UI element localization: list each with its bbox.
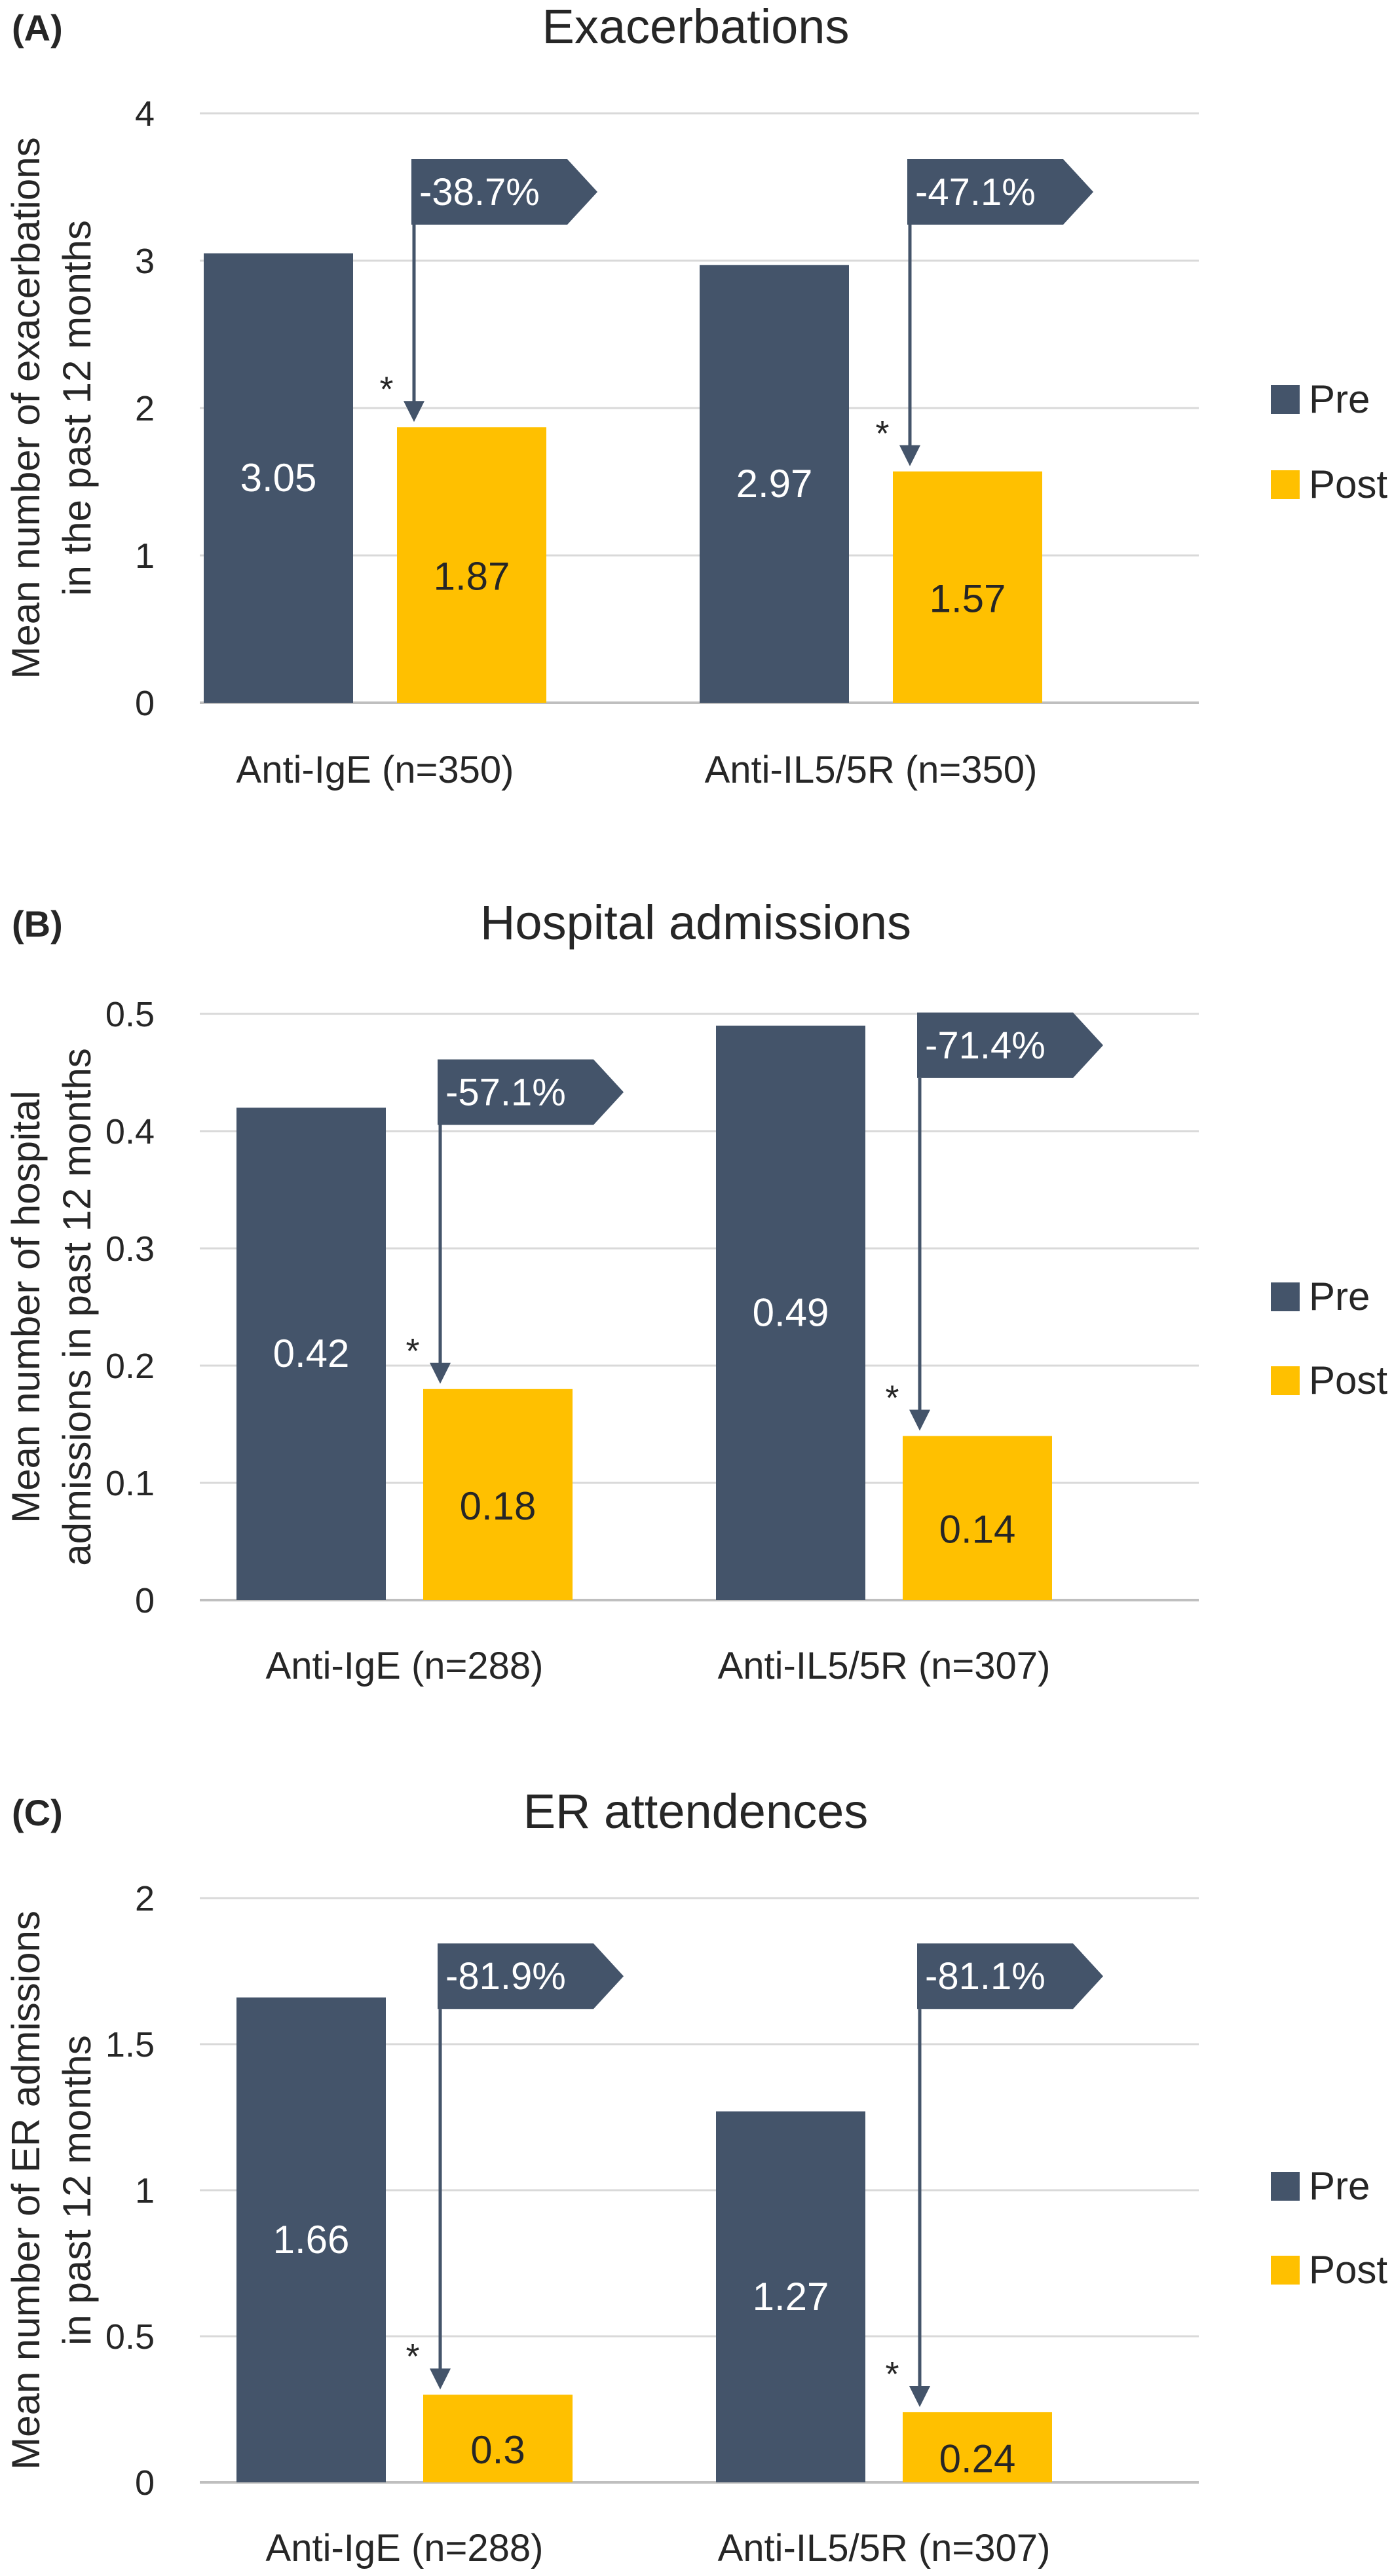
x-category-label: Anti-IL5/5R (n=307) (718, 2527, 1051, 2569)
data-label-post: 1.57 (930, 576, 1006, 620)
significance-marker: * (885, 1378, 899, 1417)
bar-post (903, 2412, 1052, 2482)
y-tick-label: 0 (135, 684, 155, 723)
change-arrow-head (430, 2368, 451, 2390)
data-label-pre: 2.97 (736, 462, 813, 506)
legend-label: Pre (1309, 2164, 1370, 2208)
y-tick-label: 0.1 (105, 1464, 155, 1503)
change-arrow-head (909, 1409, 930, 1431)
change-callout-box (917, 1012, 1103, 1078)
y-tick-label: 0.2 (105, 1347, 155, 1386)
legend-swatch (1271, 1282, 1300, 1311)
change-callout-label: -81.1% (925, 1955, 1046, 1998)
change-arrow-head (909, 2385, 930, 2407)
significance-marker: * (875, 414, 889, 453)
bar-pre (716, 1025, 865, 1600)
data-label-post: 0.18 (460, 1484, 537, 1528)
legend-swatch (1271, 470, 1300, 499)
y-tick-label: 1 (135, 2171, 155, 2211)
data-label-post: 0.3 (470, 2428, 525, 2472)
legend-swatch (1271, 385, 1300, 414)
change-callout-label: -57.1% (445, 1072, 566, 1114)
bar-post (423, 1389, 573, 1600)
panel-label: (B) (12, 903, 63, 944)
chart-panel-1: (B) Hospital admissions Mean number of hos… (4, 895, 1387, 1687)
y-axis-label: Mean number of ER admissions (4, 1911, 48, 2470)
x-category-label: Anti-IgE (n=288) (266, 2527, 544, 2569)
chart-panel-2: (C) ER attendences Mean number of ER admis… (4, 1784, 1387, 2569)
x-category-label: Anti-IL5/5R (n=350) (705, 749, 1038, 791)
legend-label: Post (1309, 2248, 1387, 2292)
y-tick-label: 3 (135, 242, 155, 281)
significance-marker: * (885, 2355, 899, 2394)
bar-pre (236, 1108, 386, 1600)
y-axis-label: in past 12 months (55, 2035, 99, 2345)
change-callout-box (907, 159, 1093, 225)
legend-swatch (1271, 2256, 1300, 2285)
bar-pre (716, 2111, 865, 2482)
y-tick-label: 0.5 (105, 2317, 155, 2357)
bar-post (423, 2395, 573, 2482)
change-callout-box (438, 1943, 624, 2009)
bar-pre (700, 265, 849, 703)
data-label-pre: 3.05 (240, 456, 317, 500)
data-label-pre: 0.49 (753, 1290, 829, 1334)
y-tick-label: 0.4 (105, 1112, 155, 1151)
data-label-post: 1.87 (434, 555, 510, 599)
bar-post (903, 1436, 1052, 1600)
y-axis-label: admissions in past 12 months (55, 1048, 99, 1565)
legend-label: Post (1309, 1358, 1387, 1402)
y-tick-label: 4 (135, 94, 155, 134)
y-tick-label: 1 (135, 536, 155, 576)
chart-panel-0: (A) Exacerbations Mean number of exacerbat… (4, 0, 1387, 791)
chart-title: ER attendences (523, 1784, 869, 1839)
y-tick-label: 0 (135, 2463, 155, 2503)
y-tick-label: 2 (135, 1879, 155, 1918)
legend-label: Pre (1309, 377, 1370, 421)
change-callout-box (438, 1059, 624, 1125)
y-axis-label: Mean number of exacerbations (4, 137, 48, 679)
change-callout-label: -47.1% (915, 171, 1036, 214)
change-callout-label: -81.9% (445, 1955, 566, 1998)
x-category-label: Anti-IgE (n=288) (266, 1645, 544, 1687)
x-category-label: Anti-IL5/5R (n=307) (718, 1645, 1051, 1687)
bar-pre (236, 1997, 386, 2482)
data-label-post: 0.14 (939, 1508, 1016, 1552)
y-tick-label: 1.5 (105, 2025, 155, 2064)
chart-title: Exacerbations (542, 0, 850, 54)
x-category-label: Anti-IgE (n=350) (236, 749, 514, 791)
significance-marker: * (379, 369, 393, 409)
legend-label: Pre (1309, 1275, 1370, 1318)
chart-title: Hospital admissions (480, 895, 911, 950)
bar-pre (204, 253, 353, 703)
legend-swatch (1271, 2172, 1300, 2201)
y-axis-label: in the past 12 months (55, 220, 99, 596)
panel-label: (A) (12, 7, 63, 48)
change-callout-box (917, 1943, 1103, 2009)
data-label-post: 0.24 (939, 2436, 1016, 2480)
bar-post (397, 427, 546, 703)
significance-marker: * (405, 1332, 419, 1371)
change-arrow-head (404, 401, 424, 422)
y-axis-label: Mean number of hospital (4, 1091, 48, 1523)
change-arrow-head (430, 1362, 451, 1384)
change-callout-box (411, 159, 597, 225)
y-tick-label: 2 (135, 389, 155, 428)
change-arrow-head (899, 445, 920, 466)
significance-marker: * (405, 2337, 419, 2376)
y-tick-label: 0 (135, 1581, 155, 1620)
data-label-pre: 1.27 (753, 2275, 829, 2319)
y-tick-label: 0.5 (105, 995, 155, 1034)
change-callout-label: -71.4% (925, 1024, 1046, 1067)
data-label-pre: 0.42 (273, 1332, 350, 1375)
bar-post (893, 471, 1042, 703)
panel-label: (C) (12, 1792, 63, 1833)
y-tick-label: 0.3 (105, 1229, 155, 1269)
legend-label: Post (1309, 462, 1387, 506)
change-callout-label: -38.7% (419, 171, 540, 214)
legend-swatch (1271, 1366, 1300, 1395)
data-label-pre: 1.66 (273, 2218, 350, 2262)
